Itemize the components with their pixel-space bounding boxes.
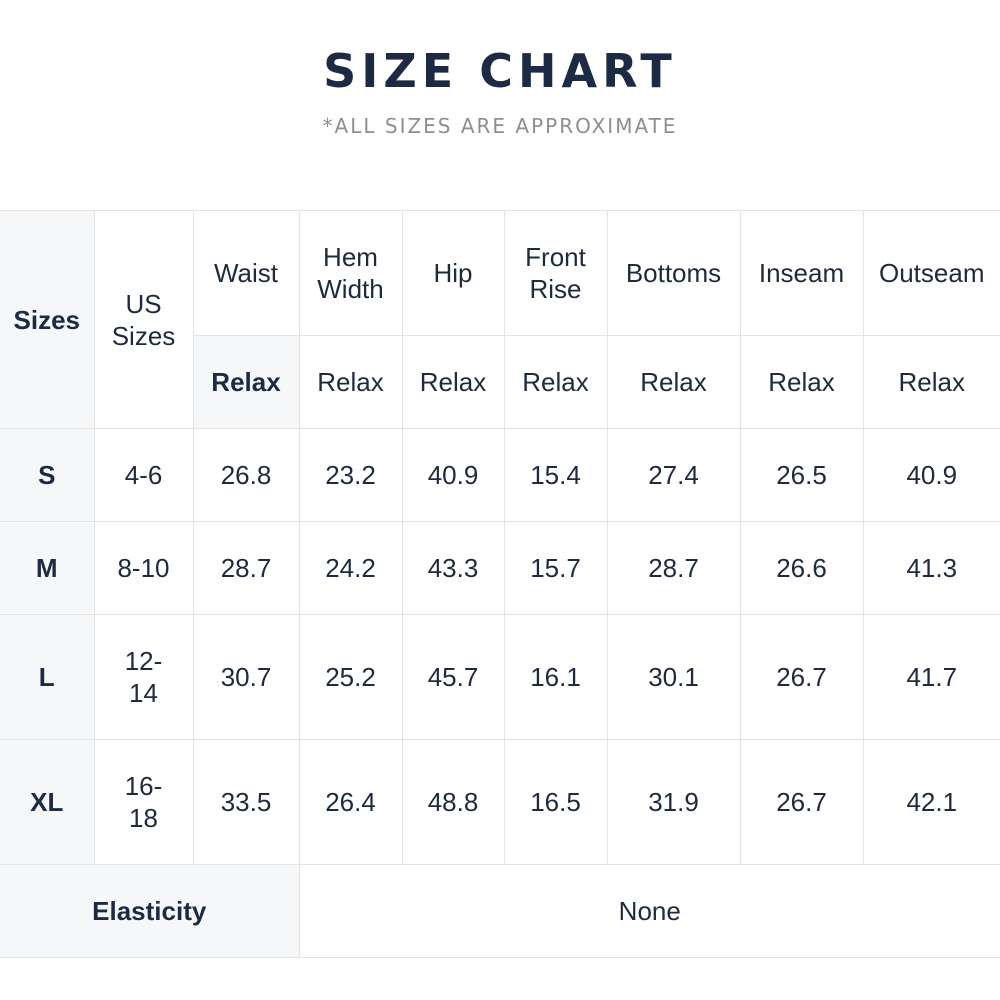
table-cell: 15.7 [503, 521, 608, 615]
footer-label: Elasticity [0, 864, 300, 958]
table-cell: 26.7 [739, 614, 864, 740]
table-cell: 30.1 [606, 614, 741, 740]
table-cell: 27.4 [606, 428, 741, 522]
cell-text: 12-14 [124, 646, 163, 708]
table-cell: 40.9 [862, 428, 1000, 522]
column-header: Outseam [862, 210, 1000, 336]
table-cell: 48.8 [401, 739, 505, 865]
column-header: Bottoms [606, 210, 741, 336]
size-table: Sizes US Sizes Waist Hem Width Hip Front Rise… [0, 210, 1000, 958]
subheader: Relax [606, 335, 741, 429]
table-cell: 26.8 [192, 428, 300, 522]
sizes-header: Sizes [0, 210, 95, 429]
table-cell: 23.2 [298, 428, 403, 522]
us-sizes-header: US Sizes [93, 210, 194, 429]
subheader: Relax [192, 335, 300, 429]
column-header: Hem Width [298, 210, 403, 336]
table-cell: 15.4 [503, 428, 608, 522]
table-cell: 31.9 [606, 739, 741, 865]
subtitle: *ALL SIZES ARE APPROXIMATE [322, 114, 678, 138]
table-row: Elasticity None [0, 864, 1000, 958]
table-cell: 41.3 [862, 521, 1000, 615]
table-row: Relax Relax Relax Relax Relax Relax Relax [0, 335, 1000, 429]
table-cell: 26.6 [739, 521, 864, 615]
size-label: XL [0, 739, 95, 865]
table-cell: 40.9 [401, 428, 505, 522]
table-cell: 26.7 [739, 739, 864, 865]
table-cell: 28.7 [192, 521, 300, 615]
size-label: S [0, 428, 95, 522]
table-cell: 16-18 [93, 739, 194, 865]
table-cell: 4-6 [93, 428, 194, 522]
table-cell: 16.5 [503, 739, 608, 865]
table-cell: 16.1 [503, 614, 608, 740]
table-cell: 45.7 [401, 614, 505, 740]
table-cell: 8-10 [93, 521, 194, 615]
table-row: S 4-6 26.8 23.2 40.9 15.4 27.4 26.5 40.9 [0, 428, 1000, 522]
title: SIZE CHART [323, 44, 677, 98]
column-header: Inseam [739, 210, 864, 336]
table-cell: 41.7 [862, 614, 1000, 740]
table-cell: 24.2 [298, 521, 403, 615]
table-row: M 8-10 28.7 24.2 43.3 15.7 28.7 26.6 41.3 [0, 521, 1000, 615]
column-header: Waist [192, 210, 300, 336]
table-cell: 30.7 [192, 614, 300, 740]
subheader: Relax [503, 335, 608, 429]
table-cell: 12-14 [93, 614, 194, 740]
footer-value: None [298, 864, 1000, 958]
table-cell: 26.4 [298, 739, 403, 865]
table-row: Sizes US Sizes Waist Hem Width Hip Front Rise… [0, 210, 1000, 429]
table-cell: 25.2 [298, 614, 403, 740]
column-header: Hip [401, 210, 505, 336]
table-cell: 43.3 [401, 521, 505, 615]
size-label: M [0, 521, 95, 615]
table-cell: 28.7 [606, 521, 741, 615]
subheader: Relax [298, 335, 403, 429]
size-label: L [0, 614, 95, 740]
cell-text: US Sizes [111, 288, 176, 351]
table-row: L 12-14 30.7 25.2 45.7 16.1 30.1 26.7 41.7 [0, 614, 1000, 740]
table-cell: 42.1 [862, 739, 1000, 865]
subheader: Relax [401, 335, 505, 429]
table-cell: 33.5 [192, 739, 300, 865]
table-cell: 26.5 [739, 428, 864, 522]
subheader: Relax [739, 335, 864, 429]
table-row: XL 16-18 33.5 26.4 48.8 16.5 31.9 26.7 42.1 [0, 739, 1000, 865]
cell-text: 16-18 [124, 771, 163, 833]
subheader: Relax [862, 335, 1000, 429]
column-header: Front Rise [503, 210, 608, 336]
